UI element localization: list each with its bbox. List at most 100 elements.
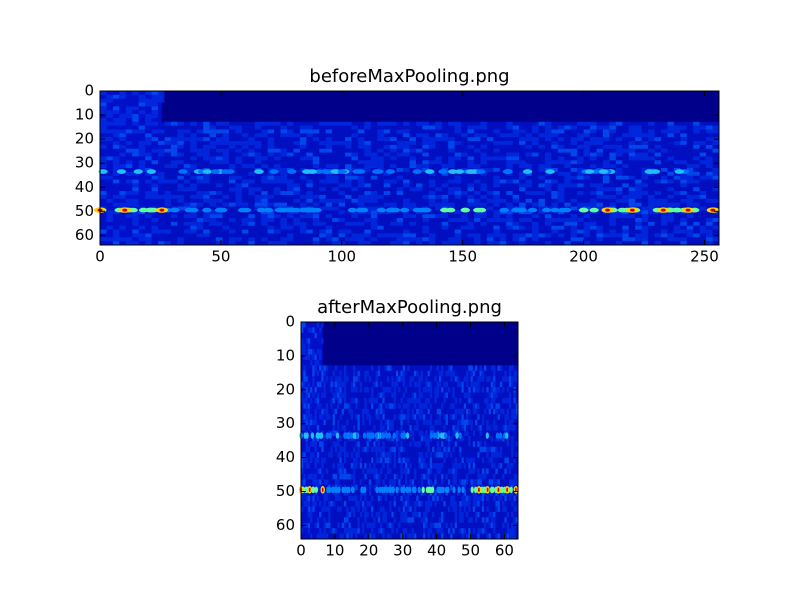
image-texture [307,495,311,502]
image-texture [544,187,552,192]
image-texture [493,408,496,415]
image-texture [216,160,223,165]
image-texture [493,214,500,219]
image-texture [418,511,421,518]
image-texture [325,506,329,512]
image-texture [334,473,338,480]
image-texture [596,194,603,199]
image-texture [132,210,139,215]
image-texture [125,179,133,184]
image-texture [347,486,351,494]
image-texture [414,533,417,539]
image-texture [435,214,442,219]
image-texture [316,522,320,529]
image-texture [420,457,424,464]
image-texture [481,376,485,382]
image-texture [254,152,262,157]
image-texture [511,463,514,469]
image-texture [119,117,126,122]
image-texture [319,479,322,485]
image-texture [551,144,558,149]
image-texture [493,522,496,529]
image-texture [158,175,165,180]
image-texture [316,495,320,502]
image-texture [145,121,152,126]
image-texture [368,419,372,426]
image-texture [557,218,565,222]
image-texture [706,241,713,245]
image-texture [456,381,460,388]
image-texture [325,432,330,439]
image-texture [395,528,399,534]
image-texture [443,392,446,398]
image-texture [447,446,451,453]
image-texture [386,468,390,474]
image-texture [373,381,376,388]
image-texture [622,194,629,199]
image-texture [459,506,462,512]
image-texture [132,129,139,134]
image-texture [622,233,629,238]
image-texture [286,207,296,213]
image-texture [468,506,471,512]
image-texture [504,397,507,404]
image-texture [484,473,487,480]
image-texture [486,218,494,222]
image-texture [151,225,159,230]
image-texture [409,506,412,512]
image-texture [686,225,694,230]
image-texture [254,144,262,149]
image-texture [480,183,487,188]
image-texture [452,506,455,512]
image-texture [635,191,642,195]
image-texture [403,148,410,153]
image-texture [596,187,603,192]
image-texture [293,221,300,226]
image-texture [325,225,333,230]
image-texture [364,121,371,126]
image-texture [445,392,448,398]
image-texture [190,187,197,192]
image-texture [357,414,360,420]
image-texture [235,191,242,195]
image-texture [667,133,674,138]
image-texture [400,517,403,523]
image-texture [712,171,719,176]
image-texture [377,137,384,142]
image-texture [402,403,405,409]
image-texture [472,479,476,485]
image-texture [515,376,518,382]
image-texture [583,221,591,226]
image-texture [481,506,485,512]
image-texture [551,229,558,234]
image-texture [312,376,315,382]
image-texture [373,463,376,469]
image-texture [570,168,578,172]
image-texture [577,160,584,165]
image-texture [396,221,404,226]
image-texture [648,206,655,211]
image-texture [609,152,616,157]
image-texture [254,198,262,203]
image-texture [267,214,275,219]
image-texture [372,169,382,174]
image-texture [312,221,320,226]
image-texture [532,125,539,130]
image-texture [389,419,392,426]
image-texture [425,376,428,382]
image-texture [209,214,217,219]
image-texture [570,221,578,226]
image-texture [486,198,494,203]
image-texture [400,432,404,439]
image-texture [499,207,509,213]
image-texture [430,486,435,494]
image-texture [473,207,483,213]
image-texture [515,452,518,458]
image-texture [371,506,374,512]
image-texture [314,397,317,404]
image-texture [667,194,674,199]
image-texture [438,169,448,174]
image-texture [596,152,603,157]
image-texture [660,208,666,212]
image-texture [596,141,603,145]
